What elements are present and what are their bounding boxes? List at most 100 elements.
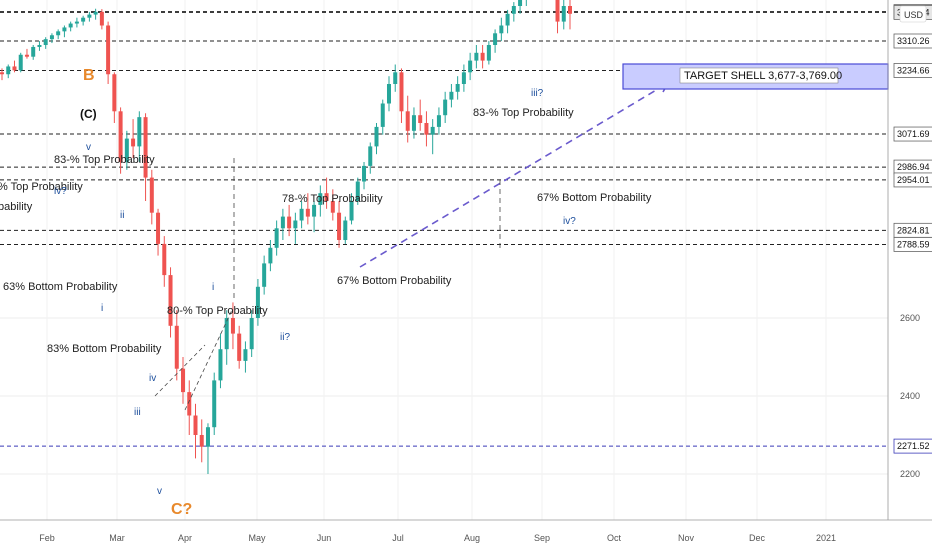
y-axis: 2200 2400 2600 (887, 0, 920, 520)
candle-body (106, 25, 111, 75)
wave-label: i (101, 303, 103, 314)
y-tick-label: 2600 (900, 313, 920, 323)
candle-body (268, 247, 273, 264)
currency-badge[interactable]: USD (899, 5, 927, 23)
candle-body (81, 17, 86, 22)
price-tag-box (893, 438, 932, 454)
candle-body (386, 84, 391, 104)
candle-body (249, 318, 254, 350)
candle-body (399, 72, 404, 112)
candle-body (212, 380, 217, 428)
price-tag-label: 3310.26 (897, 36, 930, 46)
candle-body (43, 39, 48, 45)
wave-label: (C) (80, 107, 97, 121)
candle-body (349, 201, 354, 221)
candle-body (436, 115, 441, 127)
candle-body (168, 275, 173, 326)
candle-body (449, 91, 454, 100)
price-tag-label: 2824.81 (897, 225, 930, 235)
candle-body (18, 54, 23, 71)
candle-body (287, 216, 292, 229)
x-tick-label: Apr (178, 533, 192, 543)
wave-label: C? (171, 501, 192, 518)
candle-body (461, 72, 466, 84)
candle-body (505, 13, 510, 26)
candle-body (511, 6, 516, 14)
candle-body (568, 6, 572, 14)
probability-annotation: 67% Bottom Probability (337, 275, 452, 287)
x-tick-label: Nov (678, 533, 695, 543)
candle-body (255, 286, 260, 318)
price-tag-label: 3234.66 (897, 65, 930, 75)
wave-label: B (83, 67, 95, 84)
candle-body (480, 52, 485, 61)
candle-body (99, 11, 104, 26)
candle-body (474, 52, 479, 61)
candle-body (518, 0, 523, 7)
candle-body (62, 27, 67, 32)
wave-label: v (86, 142, 91, 153)
candle-body (330, 201, 335, 213)
candle-body (224, 318, 229, 350)
price-tag-box (893, 237, 932, 252)
probability-annotation: 80-% Top Probability (167, 305, 268, 317)
y-tick-label: 2200 (900, 469, 920, 479)
candle-body (193, 415, 198, 435)
candle-body (118, 111, 123, 162)
candle-body (337, 212, 342, 240)
candle-body (162, 243, 167, 276)
wave-label: ii? (280, 332, 290, 343)
candle-body (37, 45, 42, 47)
wave-label: iii (134, 407, 141, 418)
price-tag-box (893, 33, 932, 49)
price-levels: 3775.063683.763592.543385.603383.543310.… (0, 4, 932, 454)
drawing-tools (154, 82, 669, 411)
wave-label: i (212, 282, 214, 293)
x-tick-label: May (248, 533, 266, 543)
candle-body (131, 138, 136, 147)
price-tag-label: 2788.59 (897, 239, 930, 249)
candle-body (49, 35, 54, 40)
wave-label: iv (149, 373, 156, 384)
candle-body (393, 72, 398, 84)
candle-body (93, 11, 98, 15)
candle-body (149, 177, 154, 213)
target-shell[interactable]: TARGET SHELL 3,677-3,769.00 (622, 63, 889, 90)
wave-label: v (157, 486, 162, 497)
x-tick-label: Feb (39, 533, 55, 543)
candle-body (280, 216, 285, 229)
candle-body (6, 66, 11, 75)
candle-body (181, 368, 186, 393)
candle-body (293, 220, 298, 229)
probability-annotation: 78-% Top Probability (282, 193, 383, 205)
probability-annotation: 63% Bottom Probability (3, 281, 118, 293)
candle-body (31, 46, 36, 57)
probability-annotation: bability (0, 201, 33, 213)
x-tick-label: Jul (392, 533, 404, 543)
candle-body (380, 103, 385, 127)
annotations: 83-% Top Probability % Top Probability bab… (0, 107, 652, 355)
candle-body (486, 45, 491, 61)
candle-body (305, 208, 310, 217)
price-tag-label: 2271.52 (897, 441, 930, 451)
candle-body (199, 435, 204, 447)
wave-dashed-line-c (154, 344, 206, 397)
candle-body (418, 115, 423, 123)
candle-body (12, 66, 17, 71)
candle-body (156, 212, 161, 244)
candle-body (324, 193, 329, 201)
candle-body (362, 165, 367, 182)
candle-body (137, 117, 142, 147)
candle-body (443, 99, 448, 116)
wave-label: iv? (54, 186, 67, 197)
candle-body (318, 193, 323, 205)
candle-body (499, 25, 504, 34)
x-tick-label: 2021 (816, 533, 836, 543)
price-tag-box (893, 172, 932, 188)
candle-body (24, 54, 29, 57)
candle-body (424, 123, 429, 135)
x-axis: Feb Mar Apr May Jun Jul Aug Sep Oct Nov Dec 2021 (0, 519, 932, 543)
